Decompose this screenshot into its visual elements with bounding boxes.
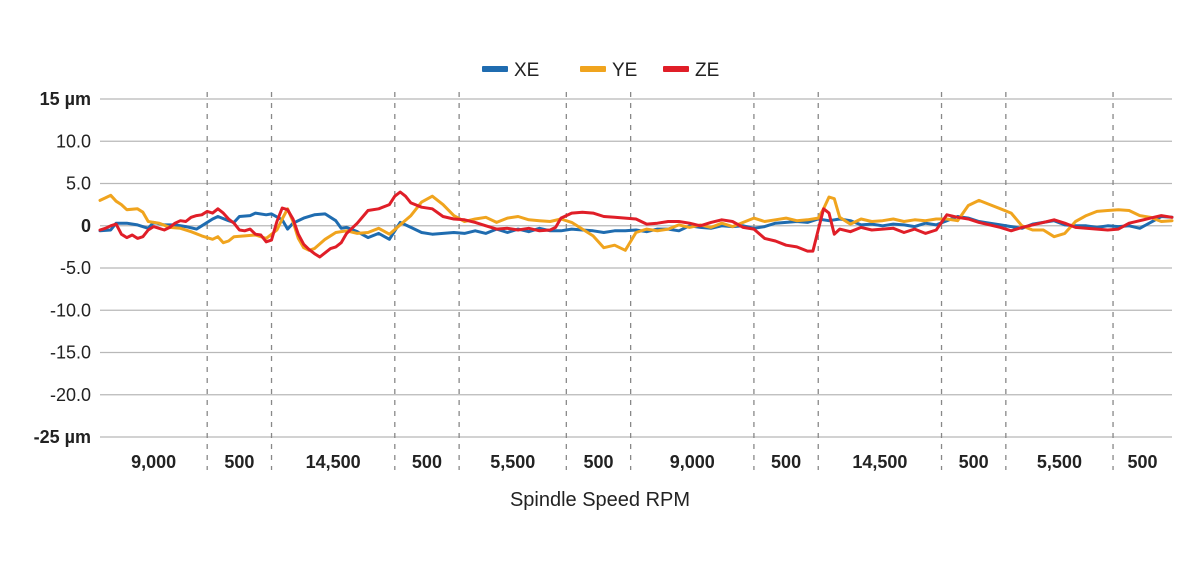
y-tick-label: 5.0: [66, 174, 91, 194]
x-tick-label: 14,500: [852, 452, 907, 472]
legend-swatch-xe: [482, 66, 508, 72]
x-tick-label: 5,500: [1037, 452, 1082, 472]
legend-label-xe: XE: [514, 60, 539, 81]
y-tick-label: -25 µm: [34, 427, 91, 447]
segment-dividers: [206, 92, 1114, 470]
y-tick-label: -10.0: [50, 300, 91, 320]
x-axis-ticks: 9,000 500 14,500 500 5,500 500 9,000 500 14,500 5…: [131, 452, 1157, 472]
legend-label-ze: ZE: [695, 60, 719, 81]
y-tick-label: 10.0: [56, 131, 91, 151]
gridlines: [100, 98, 1172, 438]
x-tick-label: 14,500: [306, 452, 361, 472]
x-tick-label: 500: [583, 452, 613, 472]
legend-swatch-ye: [580, 66, 606, 72]
series-line-ze: [98, 190, 1174, 259]
y-tick-label: -20.0: [50, 385, 91, 405]
y-tick-label: 15 µm: [40, 89, 91, 109]
series-lines: [98, 190, 1174, 259]
x-tick-label: 9,000: [670, 452, 715, 472]
y-tick-label: -15.0: [50, 343, 91, 363]
legend: XE YE ZE: [482, 60, 719, 81]
x-tick-label: 500: [224, 452, 254, 472]
x-tick-label: 500: [771, 452, 801, 472]
y-tick-label: 0: [81, 216, 91, 236]
x-tick-label: 500: [959, 452, 989, 472]
legend-swatch-ze: [663, 66, 689, 72]
y-tick-label: -5.0: [60, 258, 91, 278]
x-axis-label: Spindle Speed RPM: [510, 489, 690, 511]
x-tick-label: 5,500: [490, 452, 535, 472]
y-axis-ticks: 15 µm 10.0 5.0 0 -5.0 -10.0 -15.0 -20.0 -25 µm: [34, 89, 91, 447]
x-tick-label: 9,000: [131, 452, 176, 472]
series-line-ye: [98, 193, 1174, 252]
legend-label-ye: YE: [612, 60, 637, 81]
x-tick-label: 500: [412, 452, 442, 472]
x-tick-label: 500: [1127, 452, 1157, 472]
